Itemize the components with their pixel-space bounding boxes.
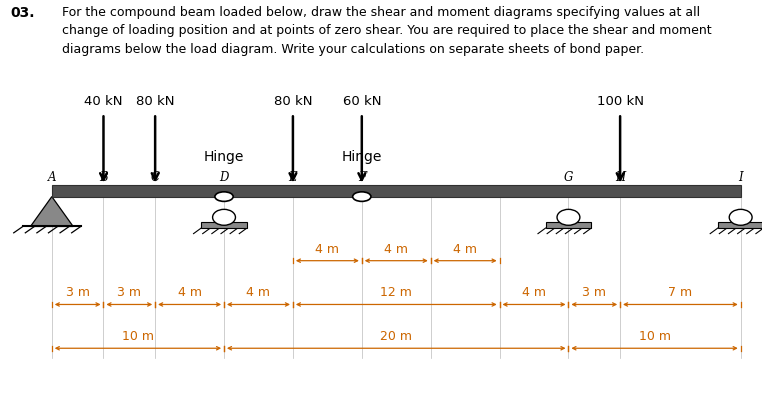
Text: 7 m: 7 m (668, 286, 693, 299)
Circle shape (353, 192, 371, 201)
Ellipse shape (213, 209, 235, 225)
Text: H: H (615, 171, 626, 184)
Text: 4 m: 4 m (384, 242, 408, 256)
Circle shape (215, 192, 233, 201)
Text: F: F (357, 171, 366, 184)
Text: 40 kN: 40 kN (85, 95, 123, 108)
Text: 4 m: 4 m (246, 286, 271, 299)
Text: 80 kN: 80 kN (136, 95, 174, 108)
Text: 4 m: 4 m (453, 242, 477, 256)
Text: 10 m: 10 m (639, 330, 671, 343)
Text: G: G (564, 171, 573, 184)
Text: 3 m: 3 m (117, 286, 141, 299)
Text: Hinge: Hinge (341, 150, 382, 164)
Text: I: I (738, 171, 743, 184)
Bar (201, 222, 247, 228)
Text: 4 m: 4 m (522, 286, 546, 299)
Text: 03.: 03. (10, 6, 34, 20)
Text: 80 kN: 80 kN (274, 95, 312, 108)
Text: A: A (47, 171, 56, 184)
Bar (546, 222, 591, 228)
Ellipse shape (729, 209, 752, 225)
Text: Hinge: Hinge (204, 150, 244, 164)
Text: 10 m: 10 m (122, 330, 154, 343)
Ellipse shape (557, 209, 580, 225)
Text: D: D (219, 171, 229, 184)
Text: For the compound beam loaded below, draw the shear and moment diagrams specifyin: For the compound beam loaded below, draw… (62, 6, 712, 56)
Text: 3 m: 3 m (582, 286, 607, 299)
Polygon shape (30, 197, 73, 226)
Text: C: C (151, 171, 160, 184)
Text: 20 m: 20 m (380, 330, 412, 343)
Bar (718, 222, 762, 228)
Text: E: E (289, 171, 297, 184)
Text: 12 m: 12 m (380, 286, 412, 299)
Bar (52, 185, 741, 197)
Text: 4 m: 4 m (178, 286, 202, 299)
Text: 3 m: 3 m (66, 286, 90, 299)
Text: 100 kN: 100 kN (597, 95, 644, 108)
Text: 4 m: 4 m (315, 242, 339, 256)
Text: 60 kN: 60 kN (343, 95, 381, 108)
Text: B: B (99, 171, 107, 184)
